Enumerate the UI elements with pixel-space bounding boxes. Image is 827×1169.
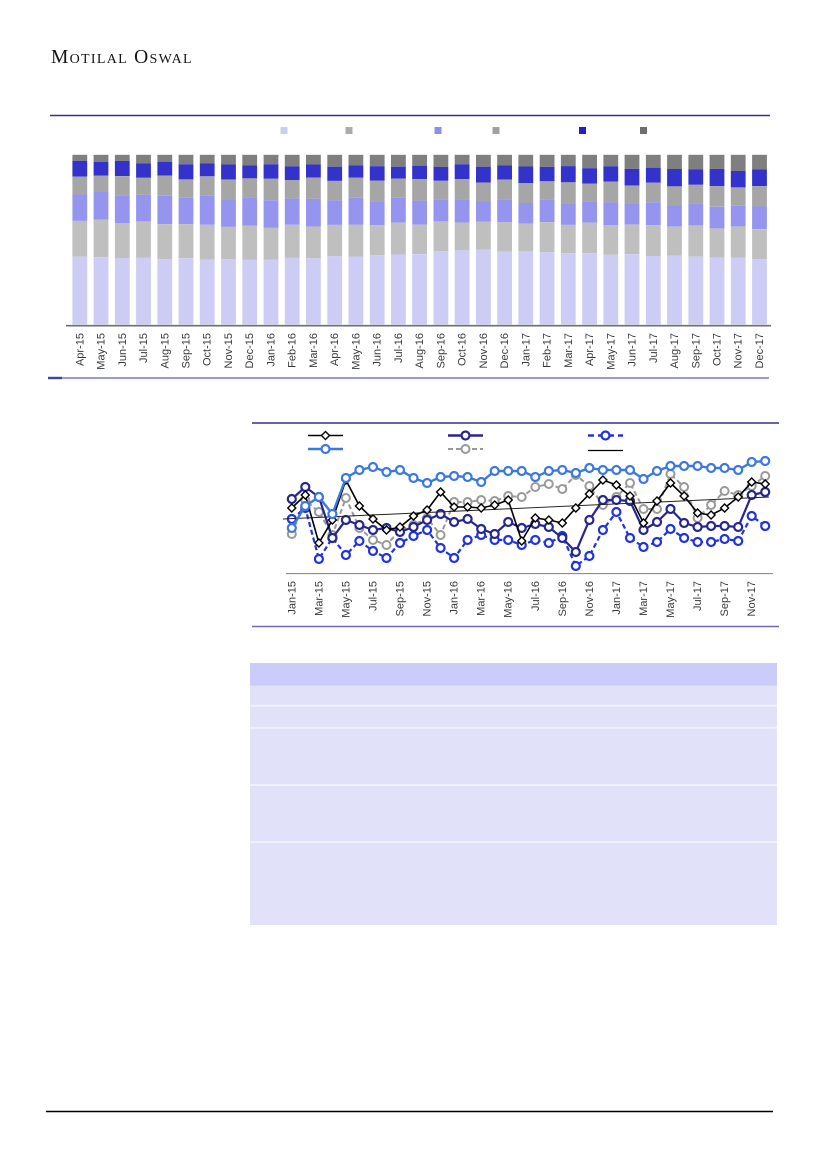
svg-text:Jun-16: Jun-16 — [372, 333, 384, 367]
svg-text:Nov-17: Nov-17 — [746, 581, 758, 616]
svg-text:Jul-17: Jul-17 — [692, 581, 704, 611]
svg-text:Oct-16: Oct-16 — [457, 333, 469, 366]
svg-text:Feb-17: Feb-17 — [542, 333, 554, 368]
svg-text:Nov-16: Nov-16 — [584, 581, 596, 616]
svg-text:Jan-15: Jan-15 — [286, 581, 298, 615]
svg-text:Sep-17: Sep-17 — [690, 333, 702, 368]
svg-text:Jan-17: Jan-17 — [520, 333, 532, 367]
svg-text:Mar-17: Mar-17 — [563, 333, 575, 368]
svg-text:Apr-17: Apr-17 — [584, 333, 596, 366]
svg-text:Oct-17: Oct-17 — [712, 333, 724, 366]
svg-text:Jun-17: Jun-17 — [627, 333, 639, 367]
svg-text:Sep-16: Sep-16 — [557, 581, 569, 616]
svg-text:May-15: May-15 — [96, 333, 108, 370]
svg-text:Sep-15: Sep-15 — [395, 581, 407, 616]
svg-text:May-16: May-16 — [350, 333, 362, 370]
svg-text:Jan-16: Jan-16 — [449, 581, 461, 615]
svg-text:Jul-15: Jul-15 — [368, 581, 380, 611]
svg-text:Dec-17: Dec-17 — [754, 333, 766, 368]
svg-text:Jul-16: Jul-16 — [530, 581, 542, 611]
svg-text:May-17: May-17 — [665, 581, 677, 618]
svg-text:Mar-17: Mar-17 — [638, 581, 650, 616]
svg-text:Jan-17: Jan-17 — [611, 581, 623, 615]
svg-text:Nov-16: Nov-16 — [478, 333, 490, 368]
svg-text:Dec-16: Dec-16 — [499, 333, 511, 368]
svg-text:Sep-15: Sep-15 — [181, 333, 193, 368]
svg-text:Jul-17: Jul-17 — [648, 333, 660, 363]
svg-text:Mar-16: Mar-16 — [308, 333, 320, 368]
svg-text:Aug-17: Aug-17 — [669, 333, 681, 368]
svg-text:Sep-16: Sep-16 — [435, 333, 447, 368]
svg-text:Jun-15: Jun-15 — [117, 333, 129, 367]
svg-text:Sep-17: Sep-17 — [719, 581, 731, 616]
svg-text:Nov-15: Nov-15 — [223, 333, 235, 368]
svg-text:Apr-15: Apr-15 — [74, 333, 86, 366]
svg-text:May-17: May-17 — [605, 333, 617, 370]
svg-text:Feb-16: Feb-16 — [287, 333, 299, 368]
svg-text:Jul-16: Jul-16 — [393, 333, 405, 363]
svg-text:May-16: May-16 — [503, 581, 515, 618]
svg-text:Jul-15: Jul-15 — [138, 333, 150, 363]
svg-text:Aug-16: Aug-16 — [414, 333, 426, 368]
svg-text:Jan-16: Jan-16 — [266, 333, 278, 367]
svg-text:Aug-15: Aug-15 — [159, 333, 171, 368]
svg-text:Nov-17: Nov-17 — [733, 333, 745, 368]
svg-text:Apr-16: Apr-16 — [329, 333, 341, 366]
svg-text:Nov-15: Nov-15 — [422, 581, 434, 616]
svg-text:Oct-15: Oct-15 — [202, 333, 214, 366]
svg-text:May-15: May-15 — [340, 581, 352, 618]
svg-text:Dec-15: Dec-15 — [244, 333, 256, 368]
svg-text:Mar-15: Mar-15 — [313, 581, 325, 616]
svg-text:Mar-16: Mar-16 — [476, 581, 488, 616]
